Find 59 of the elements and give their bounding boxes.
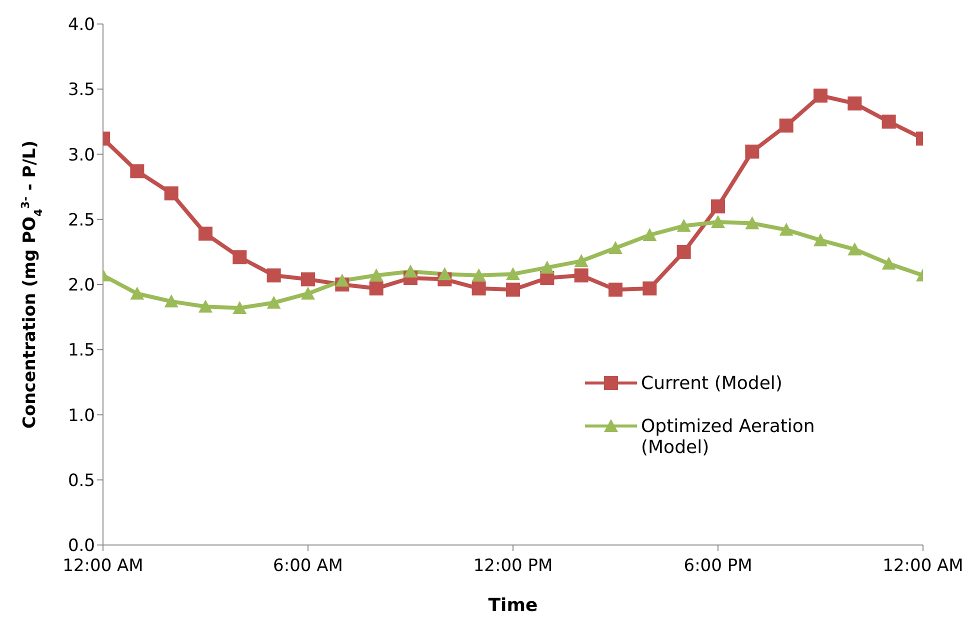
y-tick-label: 3.5 [68, 80, 95, 100]
point [232, 250, 247, 264]
point [506, 267, 520, 280]
point [779, 222, 794, 236]
point [642, 281, 657, 296]
point [335, 274, 350, 287]
point [472, 268, 486, 282]
legend-label: Current (Model) [641, 373, 784, 394]
x-tick-label: 12:00 AM [882, 556, 964, 576]
point [369, 281, 384, 296]
y-tick-label: 2.0 [68, 276, 95, 296]
point [882, 114, 896, 129]
point [266, 296, 281, 309]
point [574, 254, 588, 268]
x-tick-label: 12:00 AM [62, 556, 144, 576]
point [198, 226, 212, 241]
point [608, 282, 622, 297]
point [676, 244, 691, 259]
y-tick-label: 3.0 [68, 145, 95, 166]
point [642, 228, 657, 242]
point [301, 286, 315, 300]
point [711, 199, 725, 214]
point [779, 118, 794, 133]
point [711, 214, 725, 228]
point [369, 268, 384, 282]
point [198, 300, 212, 313]
point [404, 264, 418, 278]
point [676, 218, 691, 232]
y-tick-label: 1.5 [68, 340, 95, 361]
x-tick-label: 6:00 AM [273, 556, 343, 576]
point [814, 88, 828, 103]
point [745, 216, 760, 230]
point [164, 186, 178, 200]
point [574, 268, 588, 282]
point [438, 267, 452, 280]
point [882, 256, 896, 270]
point [608, 241, 622, 254]
point [540, 260, 554, 274]
point [301, 272, 315, 286]
y-tick-label: 0.5 [68, 470, 95, 491]
x-tick-label: 6:00 PM [684, 556, 752, 576]
point [472, 281, 486, 296]
point [814, 233, 828, 246]
x-axis-title: Time [488, 595, 538, 616]
point [506, 282, 520, 297]
point [745, 144, 760, 159]
point [848, 96, 862, 110]
y-tick-label: 1.0 [68, 406, 95, 426]
point [130, 164, 144, 178]
point [130, 286, 144, 300]
point [164, 294, 178, 308]
point [848, 242, 862, 256]
point [266, 268, 281, 282]
x-tick-label: 12:00 PM [473, 556, 553, 576]
legend-label: Optimized Aeration (Model) [641, 416, 816, 458]
y-tick-label: 0.0 [68, 536, 95, 556]
y-tick-label: 4.0 [68, 15, 95, 36]
y-tick-label: 2.5 [68, 210, 95, 230]
point [232, 300, 247, 314]
